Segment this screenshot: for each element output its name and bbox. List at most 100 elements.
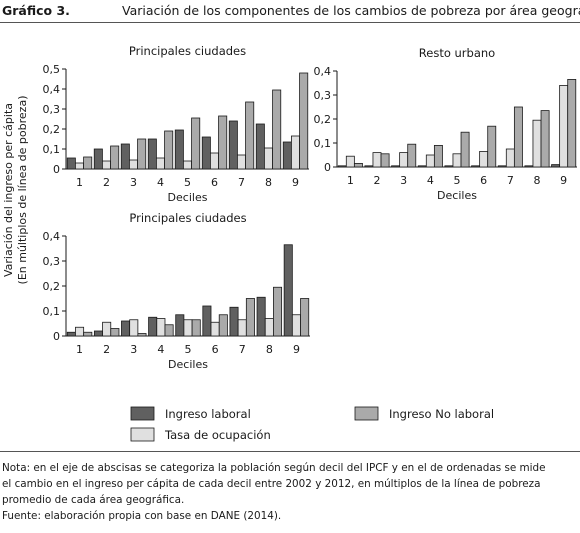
- bar-decile-1-series-2: [75, 162, 84, 170]
- x-axis-label: Deciles: [168, 358, 208, 371]
- x-tick-label: 5: [454, 174, 461, 187]
- x-tick-label: 1: [76, 343, 83, 356]
- bar-decile-5-series-3: [191, 117, 201, 170]
- bar-decile-2-series-1: [93, 330, 103, 337]
- y-tick-label: 0,5: [43, 63, 61, 76]
- y-tick-label: 0,3: [314, 89, 332, 102]
- y-tick-label: 0,4: [43, 83, 61, 96]
- legend-swatch-ingreso_laboral: [130, 406, 155, 421]
- legend-label-tasa_ocupacion: Tasa de ocupación: [164, 428, 271, 442]
- bar-decile-8-series-1: [524, 165, 534, 168]
- bar-decile-2-series-3: [110, 328, 120, 337]
- chart-title-1: Principales ciudades: [129, 44, 246, 58]
- bar-decile-6-series-2: [479, 150, 489, 168]
- bar-decile-6-series-3: [487, 125, 497, 168]
- bar-decile-9-series-1: [283, 244, 293, 337]
- bar-decile-5-series-2: [183, 160, 192, 170]
- x-axis-label: Deciles: [437, 189, 477, 202]
- x-tick-label: 4: [427, 174, 434, 187]
- bar-decile-5-series-3: [460, 131, 470, 168]
- bar-decile-2-series-2: [102, 321, 112, 337]
- figure-title: Variación de los componentes de los camb…: [122, 3, 580, 18]
- bar-decile-1-series-3: [83, 156, 93, 170]
- bar-decile-4-series-2: [425, 154, 435, 168]
- bar-decile-4-series-3: [433, 144, 443, 168]
- bar-decile-2-series-2: [102, 160, 111, 170]
- legend-swatch-tasa_ocupacion: [130, 427, 155, 442]
- top-rule: [0, 22, 580, 23]
- bar-decile-9-series-3: [299, 72, 309, 170]
- bar-decile-4-series-2: [156, 157, 165, 170]
- bar-decile-6-series-2: [210, 152, 219, 170]
- x-tick-label: 2: [103, 176, 110, 189]
- bar-decile-4-series-1: [147, 138, 157, 170]
- x-tick-label: 6: [211, 176, 218, 189]
- bar-decile-6-series-1: [201, 136, 211, 170]
- x-tick-label: 6: [480, 174, 487, 187]
- y-tick-label: 0,3: [43, 103, 61, 116]
- x-tick-label: 6: [212, 343, 219, 356]
- legend-swatch-ingreso_no_laboral: [354, 406, 379, 421]
- bar-decile-6-series-1: [471, 165, 481, 168]
- figure-label: Gráfico 3.: [2, 3, 70, 18]
- bar-decile-9-series-2: [559, 85, 569, 168]
- bar-decile-6-series-3: [218, 314, 228, 337]
- y-axis-label-line1: Variación del ingreso per cápita: [2, 103, 15, 277]
- bar-decile-7-series-3: [245, 101, 255, 170]
- x-tick-label: 4: [157, 343, 164, 356]
- bar-decile-8-series-2: [264, 147, 273, 170]
- bar-decile-3-series-3: [137, 333, 147, 337]
- bar-decile-1-series-3: [353, 162, 363, 168]
- chart-panel-1: Principales ciudades 0 0,1 0,2 0,3 0,4 0,5 1 2 3 4…: [43, 44, 309, 204]
- bar-decile-8-series-3: [540, 110, 550, 168]
- x-tick-label: 8: [266, 343, 273, 356]
- bar-decile-3-series-3: [137, 138, 147, 170]
- y-tick-label: 0,4: [314, 65, 332, 78]
- bar-decile-9-series-3: [567, 79, 577, 168]
- bar-decile-1-series-1: [66, 331, 76, 337]
- y-tick-label: 0,4: [43, 230, 61, 243]
- bar-decile-2-series-1: [364, 165, 374, 168]
- chart-title-3: Principales ciudades: [129, 211, 246, 225]
- bar-decile-7-series-2: [237, 319, 247, 337]
- bar-decile-7-series-2: [505, 148, 515, 168]
- bar-decile-3-series-2: [399, 152, 409, 168]
- bar-decile-7-series-3: [513, 106, 523, 168]
- bar-decile-9-series-1: [551, 164, 561, 168]
- bar-decile-1-series-3: [83, 331, 93, 337]
- bar-decile-9-series-1: [282, 141, 292, 170]
- note-line-1: Nota: en el eje de abscisas se categoriz…: [2, 462, 546, 474]
- y-tick-label: 0: [53, 330, 60, 343]
- x-tick-label: 9: [292, 176, 299, 189]
- legend: Ingreso laboral Tasa de ocupación Ingreso …: [130, 406, 494, 442]
- x-tick-label: 9: [560, 174, 567, 187]
- bar-decile-8-series-2: [532, 119, 542, 168]
- y-tick-label: 0: [324, 161, 331, 174]
- bar-decile-8-series-3: [272, 89, 282, 170]
- bar-decile-9-series-3: [300, 298, 310, 337]
- bottom-rule: [0, 451, 580, 452]
- bar-decile-8-series-1: [255, 123, 265, 170]
- chart-panel-2: Resto urbano 0 0,1 0,2 0,3 0,4 1 2 3 4 5 6 7 8 9 Decile…: [314, 46, 577, 202]
- bar-decile-4-series-2: [156, 318, 166, 337]
- x-tick-label: 3: [130, 343, 137, 356]
- bar-decile-7-series-3: [245, 298, 255, 337]
- bar-decile-2-series-2: [372, 152, 382, 168]
- x-tick-label: 7: [238, 176, 245, 189]
- x-tick-label: 2: [374, 174, 381, 187]
- bar-decile-8-series-1: [256, 296, 266, 337]
- bar-decile-5-series-3: [191, 319, 201, 337]
- note-line-3: promedio de cada área geográfica.: [2, 494, 185, 506]
- bar-decile-6-series-3: [218, 115, 228, 170]
- x-tick-label: 3: [130, 176, 137, 189]
- y-tick-label: 0,1: [43, 305, 61, 318]
- bar-decile-2-series-3: [380, 153, 390, 168]
- bar-decile-4-series-3: [164, 324, 174, 337]
- y-tick-label: 0,2: [314, 113, 332, 126]
- bar-decile-6-series-2: [210, 321, 220, 337]
- y-tick-label: 0,2: [43, 280, 61, 293]
- bar-decile-9-series-2: [291, 135, 300, 170]
- bar-decile-4-series-1: [417, 165, 427, 168]
- y-axis-label-line2: (En múltiplos de línea de pobreza): [16, 96, 29, 285]
- bar-decile-3-series-3: [407, 143, 417, 168]
